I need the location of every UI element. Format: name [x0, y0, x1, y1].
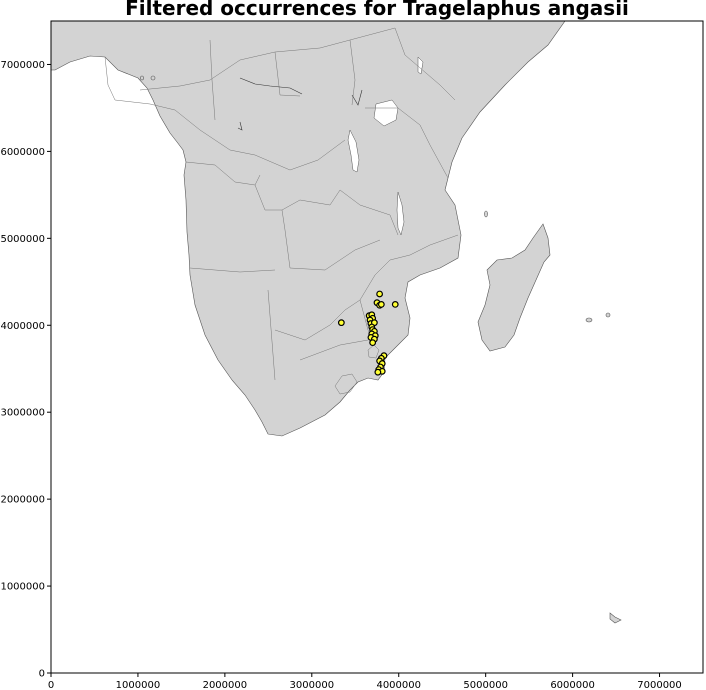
y-tick-label: 7000000 [0, 60, 45, 71]
x-tick-label: 5000000 [463, 680, 508, 690]
occurrence-point [369, 339, 377, 347]
river [239, 77, 303, 95]
occurrence-point [376, 290, 384, 298]
x-axis: 0 1000000 2000000 3000000 4000000 5000000 6000… [48, 673, 682, 690]
y-tick-label: 5000000 [0, 234, 45, 245]
africa-landmass [51, 21, 566, 437]
island [150, 75, 156, 81]
island [140, 75, 144, 81]
island [609, 612, 622, 624]
lake-tanganyika [347, 129, 360, 173]
madagascar-landmass [477, 223, 551, 352]
river [237, 121, 243, 131]
x-tick-label: 3000000 [290, 680, 335, 690]
island [585, 317, 593, 323]
x-tick-label: 6000000 [550, 680, 595, 690]
x-tick-label: 1000000 [116, 680, 161, 690]
lake-victoria [373, 99, 399, 127]
lesotho-border [334, 373, 358, 395]
occurrence-points [337, 290, 399, 376]
plot-frame [50, 20, 704, 674]
x-tick-label: 7000000 [637, 680, 682, 690]
island [484, 210, 488, 218]
y-tick-label: 1000000 [0, 582, 45, 593]
island [605, 312, 611, 318]
occurrence-point [391, 301, 399, 308]
basemap [51, 21, 622, 624]
y-tick-label: 2000000 [0, 495, 45, 506]
y-tick-label: 0 [39, 669, 45, 680]
occurrence-point [374, 368, 382, 376]
x-tick-label: 0 [48, 680, 54, 690]
lake-tana-coast [417, 56, 424, 75]
y-tick-label: 4000000 [0, 321, 45, 332]
chart-title: Filtered occurrences for Tragelaphus ang… [125, 0, 629, 20]
x-tick-label: 2000000 [203, 680, 248, 690]
y-tick-label: 6000000 [0, 147, 45, 158]
country-borders [104, 27, 459, 381]
y-axis: 0 1000000 2000000 3000000 4000000 5000000 6000… [0, 60, 51, 680]
lake-malawi [396, 191, 405, 236]
occurrence-point [337, 319, 345, 327]
river [351, 89, 363, 106]
x-tick-label: 4000000 [376, 680, 421, 690]
y-tick-label: 3000000 [0, 408, 45, 419]
occurrence-point [377, 301, 385, 308]
